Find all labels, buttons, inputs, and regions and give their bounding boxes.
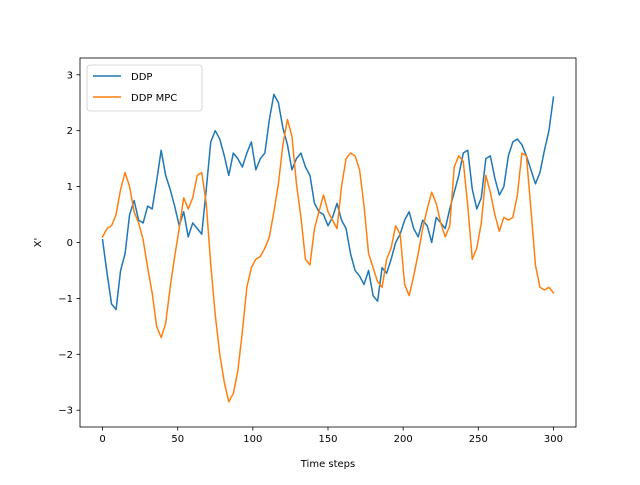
x-tick-label: 100 [243,434,262,445]
legend-label-ddp-mpc: DDP MPC [131,93,177,104]
y-axis-label: X' [33,238,44,248]
series-layer [101,93,555,403]
x-tick-label: 0 [99,434,105,445]
y-tick-label: −3 [58,406,73,417]
x-axis-label: Time steps [300,459,356,470]
series-line-ddp-mpc [101,118,555,403]
series-line-ddp [101,93,555,311]
legend: DDP DDP MPC [86,64,203,112]
y-tick-label: −2 [58,350,73,361]
x-tick-label: 250 [469,434,488,445]
y-tick-label: 2 [67,126,73,137]
plot-frame [79,57,577,428]
plot-area [80,58,576,427]
y-tick-label: −1 [58,294,73,305]
y-tick-label: 0 [67,238,73,249]
x-tick-label: 300 [544,434,563,445]
x-tick-label: 150 [318,434,337,445]
ticks-layer: 0 50 100 150 200 250 300 −3 −2 −1 0 1 2 3 [58,70,563,445]
x-tick-label: 50 [171,434,184,445]
legend-label-ddp: DDP [131,72,152,83]
y-tick-label: 3 [67,70,73,81]
x-tick-label: 200 [394,434,413,445]
y-tick-label: 1 [67,182,73,193]
